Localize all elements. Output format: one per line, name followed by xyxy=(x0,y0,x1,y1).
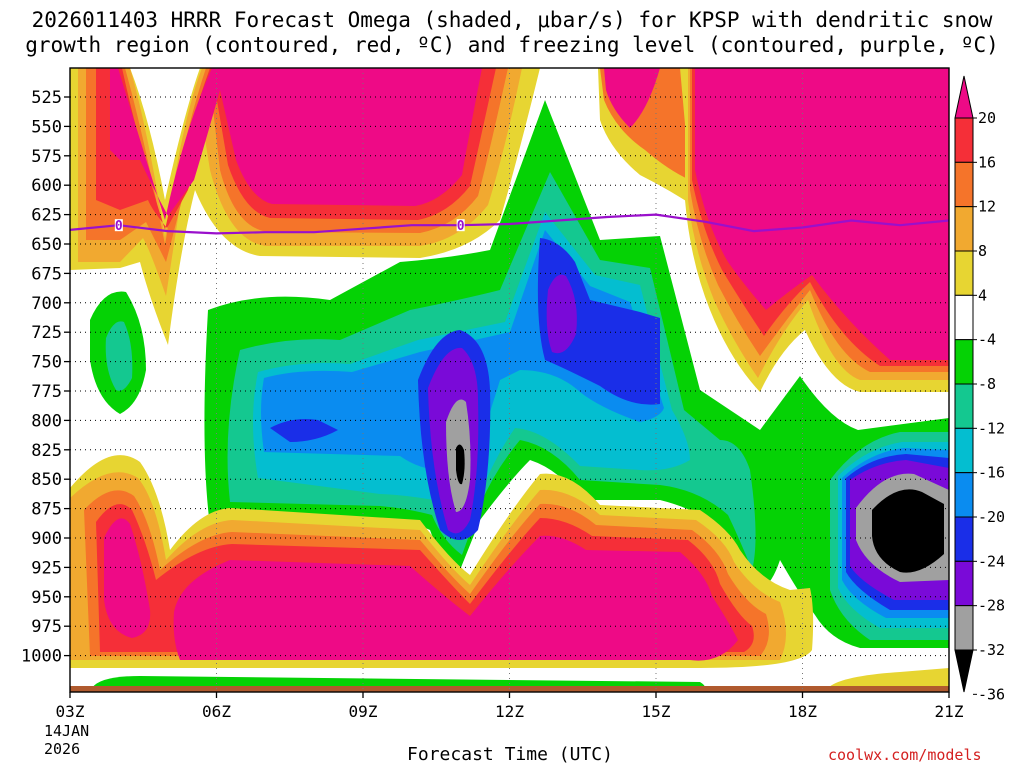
date-label-year: 2026 xyxy=(44,740,81,758)
x-tick-label: 12Z xyxy=(495,702,524,721)
omega-mid-upper-band-20 xyxy=(604,68,660,128)
omega-band-neg36 xyxy=(456,444,465,485)
credit-text: coolwx.com/models xyxy=(828,746,982,764)
colorbar-segment xyxy=(954,294,974,341)
y-tick-label: 650 xyxy=(31,235,62,255)
colorbar-bottom-arrow xyxy=(954,649,974,693)
y-tick-label: 875 xyxy=(31,500,62,520)
y-tick-label: 850 xyxy=(31,470,62,490)
colorbar-segment xyxy=(954,383,974,429)
colorbar-label: -16 xyxy=(978,464,1005,482)
colorbar-segment xyxy=(954,339,974,385)
colorbar-label: -36 xyxy=(978,685,1005,703)
chart-title-line1: 2026011403 HRRR Forecast Omega (shaded, … xyxy=(31,8,993,32)
y-tick-label: 900 xyxy=(31,529,62,549)
colorbar-label: -28 xyxy=(978,597,1005,615)
colorbar-segment xyxy=(954,516,974,562)
y-tick-label: 675 xyxy=(31,264,62,284)
colorbar-segment xyxy=(954,250,974,296)
shaded-omega-field xyxy=(70,68,949,692)
omega-band-neg20 xyxy=(270,419,338,442)
colorbar-segment xyxy=(954,206,974,252)
colorbar-segment xyxy=(954,427,974,474)
omega-right-upper-band-20 xyxy=(695,68,949,360)
y-tick-label: 575 xyxy=(31,147,62,167)
x-tick-label: 06Z xyxy=(202,702,231,721)
y-tick-label: 1000 xyxy=(21,647,62,667)
colorbar: 20 16 12 8 4 -4 -8 -12 -16 -20 -24 -28 -32 -36 xyxy=(954,75,1005,703)
x-tick-label: 03Z xyxy=(56,702,85,721)
colorbar-label: 20 xyxy=(978,109,996,127)
y-tick-label: 600 xyxy=(31,176,62,196)
colorbar-label: -12 xyxy=(978,419,1005,437)
omega-band-20 xyxy=(110,68,482,220)
y-tick-label: 975 xyxy=(31,617,62,637)
x-axis-label: Forecast Time (UTC) xyxy=(407,744,613,765)
colorbar-label: 4 xyxy=(978,286,987,304)
colorbar-label: -8 xyxy=(978,375,996,393)
y-tick-label: 800 xyxy=(31,411,62,431)
x-tick-label: 21Z xyxy=(935,702,964,721)
y-tick-label: 750 xyxy=(31,353,62,373)
omega-left-blob-neg8 xyxy=(105,321,133,391)
y-tick-label: 700 xyxy=(31,294,62,314)
colorbar-segment xyxy=(954,560,974,607)
chart-title: 2026011403 HRRR Forecast Omega (shaded, … xyxy=(0,8,1024,58)
y-axis: 525 550 575 600 625 650 675 700 725 750 775 800 825 8… xyxy=(21,88,70,667)
y-tick-label: 950 xyxy=(31,588,62,608)
y-tick-label: 825 xyxy=(31,441,62,461)
colorbar-segment xyxy=(954,161,974,208)
freezing-label-text: 0 xyxy=(457,219,465,234)
freezing-level-line xyxy=(69,213,950,235)
y-tick-label: 525 xyxy=(31,88,62,108)
colorbar-label: 12 xyxy=(978,198,996,216)
colorbar-segment xyxy=(954,472,974,518)
colorbar-top-arrow xyxy=(954,75,974,119)
colorbar-label: -4 xyxy=(978,331,996,349)
colorbar-label: 8 xyxy=(978,242,987,260)
colorbar-label: -32 xyxy=(978,641,1005,659)
omega-lower-band-20 xyxy=(104,518,738,661)
colorbar-segment xyxy=(954,605,974,651)
y-tick-label: 925 xyxy=(31,558,62,578)
freezing-label-bg xyxy=(114,219,123,232)
chart-title-line2: growth region (contoured, red, ºC) and f… xyxy=(25,33,999,57)
colorbar-segment xyxy=(954,117,974,163)
omega-band-neg24 xyxy=(546,274,577,354)
y-tick-label: 775 xyxy=(31,382,62,402)
y-tick-label: 725 xyxy=(31,323,62,343)
omega-band-neg36b xyxy=(872,489,944,573)
x-tick-label: 18Z xyxy=(788,702,817,721)
colorbar-label: -24 xyxy=(978,552,1005,570)
x-tick-label: 15Z xyxy=(642,702,671,721)
date-label-day: 14JAN xyxy=(44,722,90,740)
omega-band-neg20b xyxy=(537,238,660,405)
y-tick-label: 550 xyxy=(31,117,62,137)
colorbar-label: 16 xyxy=(978,153,996,171)
x-axis: 03Z 06Z 09Z 12Z 15Z 18Z 21Z xyxy=(56,692,964,721)
colorbar-label: -20 xyxy=(978,508,1005,526)
y-tick-label: 625 xyxy=(31,206,62,226)
x-tick-label: 09Z xyxy=(349,702,378,721)
freezing-label-text: 0 xyxy=(115,219,123,234)
freezing-label-bg xyxy=(456,219,465,232)
